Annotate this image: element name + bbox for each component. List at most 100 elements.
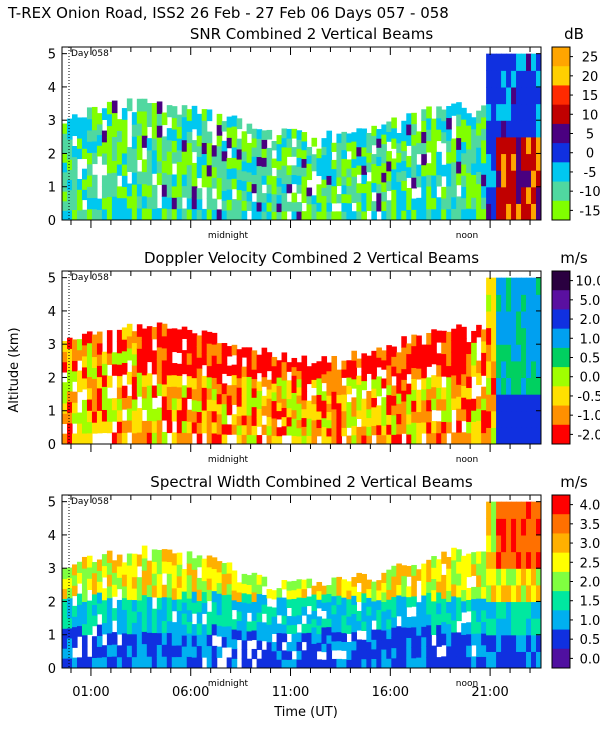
- heatmap-cell: [186, 644, 193, 657]
- heatmap-cell: [206, 175, 213, 188]
- heatmap-cell: [421, 647, 427, 659]
- heatmap-cell: [216, 156, 223, 168]
- heatmap-cell: [271, 624, 278, 635]
- heatmap-cell: [191, 646, 198, 658]
- heatmap-cell: [321, 195, 328, 205]
- heatmap-cell: [151, 138, 158, 151]
- heatmap-cell: [236, 601, 243, 612]
- heatmap-cell: [466, 565, 472, 578]
- heatmap-cell: [411, 378, 417, 390]
- heatmap-cell: [131, 331, 138, 344]
- heatmap-cell: [86, 387, 93, 400]
- heatmap-cell: [116, 611, 123, 624]
- heatmap-cell: [491, 634, 497, 652]
- heatmap-cell: [276, 435, 283, 444]
- heatmap-cell: [106, 113, 113, 127]
- heatmap-cell: [476, 598, 482, 611]
- heatmap-cell: [76, 189, 83, 201]
- heatmap-cell: [201, 646, 208, 658]
- heatmap-cell: [386, 131, 392, 142]
- heatmap-cell: [331, 382, 338, 392]
- heatmap-cell: [391, 627, 397, 638]
- heatmap-cell: [466, 656, 472, 668]
- heatmap-cell: [276, 641, 283, 651]
- heatmap-cell: [196, 611, 203, 624]
- heatmap-cell: [411, 209, 417, 220]
- heatmap-cell: [496, 427, 502, 444]
- heatmap-cell: [411, 626, 417, 638]
- heatmap-cell: [246, 575, 253, 585]
- heatmap-cell: [451, 374, 457, 387]
- heatmap-cell: [306, 211, 313, 220]
- heatmap-cell: [491, 70, 497, 88]
- heatmap-cell: [406, 403, 412, 415]
- heatmap-cell: [486, 203, 492, 220]
- heatmap-cell: [311, 403, 318, 413]
- heatmap-cell: [406, 353, 412, 365]
- heatmap-cell: [176, 564, 183, 577]
- heatmap-cell: [206, 376, 213, 389]
- heatmap-cell: [186, 352, 193, 365]
- heatmap-cell: [481, 598, 487, 611]
- heatmap-cell: [201, 558, 208, 571]
- heatmap-cell: [251, 582, 258, 593]
- heatmap-cell: [496, 53, 502, 71]
- heatmap-cell: [426, 570, 432, 583]
- heatmap-cell: [231, 658, 238, 668]
- heatmap-cell: [456, 549, 462, 562]
- heatmap-cell: [121, 609, 128, 622]
- heatmap-cell: [396, 403, 402, 415]
- heatmap-cell: [366, 399, 372, 410]
- heatmap-cell: [111, 560, 118, 573]
- heatmap-cell: [386, 355, 392, 366]
- heatmap-cell: [131, 387, 138, 400]
- heatmap-cell: [326, 395, 333, 404]
- heatmap-cell: [91, 572, 98, 584]
- heatmap-cell: [421, 421, 427, 434]
- heatmap-cell: [316, 202, 323, 212]
- heatmap-cell: [421, 197, 427, 210]
- heatmap-cell: [381, 181, 387, 192]
- heatmap-cell: [396, 423, 402, 435]
- heatmap-cell: [361, 620, 367, 631]
- heatmap-cell: [221, 573, 228, 585]
- heatmap-cell: [196, 188, 203, 200]
- heatmap-cell: [281, 210, 288, 220]
- heatmap-cell: [321, 373, 328, 384]
- heatmap-cell: [286, 642, 293, 652]
- heatmap-cell: [401, 210, 407, 220]
- heatmap-cell: [391, 199, 397, 211]
- heatmap-cell: [421, 377, 427, 390]
- heatmap-cell: [71, 198, 78, 211]
- heatmap-cell: [411, 575, 417, 587]
- heatmap-cell: [66, 159, 73, 170]
- heatmap-cell: [266, 434, 273, 444]
- heatmap-cell: [346, 385, 352, 395]
- heatmap-cell: [141, 351, 148, 364]
- heatmap-cell: [301, 176, 308, 186]
- heatmap-cell: [476, 183, 482, 197]
- heatmap-cell: [131, 136, 138, 149]
- heatmap-cell: [406, 413, 412, 425]
- heatmap-cell: [296, 394, 303, 404]
- heatmap-cell: [461, 385, 467, 398]
- heatmap-cell: [486, 344, 492, 362]
- colorbar-label: 10.0: [576, 275, 600, 290]
- heatmap-cell: [151, 408, 158, 422]
- heatmap-cell: [471, 151, 477, 164]
- heatmap-cell: [391, 414, 397, 426]
- heatmap-cell: [426, 581, 432, 593]
- heatmap-cell: [221, 605, 228, 617]
- heatmap-cell: [62, 578, 68, 590]
- heatmap-cell: [486, 634, 492, 652]
- heatmap-cell: [486, 377, 492, 395]
- heatmap-cell: [246, 200, 253, 211]
- heatmap-cell: [241, 385, 248, 397]
- heatmap-cell: [156, 334, 163, 348]
- heatmap-cell: [471, 208, 477, 220]
- heatmap-cell: [311, 635, 318, 644]
- heatmap-cell: [391, 138, 397, 149]
- heatmap-cell: [441, 598, 447, 611]
- heatmap-cell: [381, 425, 387, 436]
- heatmap-cell: [331, 613, 338, 624]
